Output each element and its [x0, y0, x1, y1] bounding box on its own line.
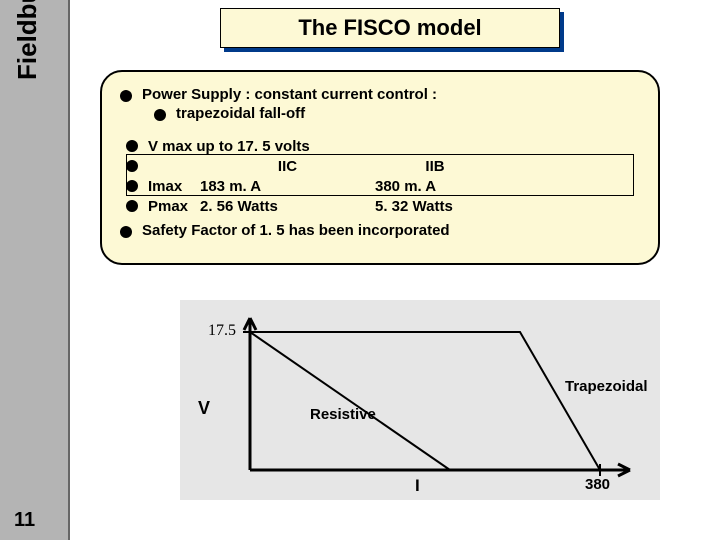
bullet-icon: [154, 109, 166, 121]
trapezoidal-label: Trapezoidal: [565, 378, 648, 395]
bullet-icon: [126, 200, 138, 212]
mtl-logo: MTL: [0, 442, 6, 498]
spec-imax-label: Imax: [148, 178, 200, 195]
bullet-text: Safety Factor of 1. 5 has been incorpora…: [142, 222, 450, 239]
bullet-safety: Safety Factor of 1. 5 has been incorpora…: [120, 222, 640, 239]
bullet-text: trapezoidal fall-off: [176, 105, 305, 122]
spec-table: V max up to 17. 5 volts IIC IIB Imax 183…: [120, 136, 640, 216]
sidebar-vertical-label: Fieldbus: [12, 0, 43, 80]
spec-row-header: IIC IIB: [120, 156, 640, 176]
bullet-trapezoidal: trapezoidal fall-off: [154, 105, 640, 122]
y-axis-label: V: [198, 398, 210, 419]
content-panel: Power Supply : constant current control …: [100, 70, 660, 265]
bullet-icon: [126, 180, 138, 192]
spec-imax-iib: 380 m. A: [375, 178, 495, 195]
x-axis-label: I: [415, 476, 420, 496]
spec-pmax-label: Pmax: [148, 198, 200, 215]
x-tick-label: 380: [585, 476, 610, 493]
spec-row-imax: Imax 183 m. A 380 m. A: [120, 176, 640, 196]
spec-pmax-iib: 5. 32 Watts: [375, 198, 495, 215]
vi-chart-svg: [180, 300, 660, 500]
trapezoidal-line: [250, 332, 600, 470]
spec-vmax: V max up to 17. 5 volts: [148, 138, 310, 155]
resistive-label: Resistive: [310, 406, 376, 423]
sidebar: Fieldbus MTL 11: [0, 0, 70, 540]
spec-imax-iic: 183 m. A: [200, 178, 375, 195]
bullet-icon: [120, 90, 132, 102]
page-number: 11: [14, 509, 35, 532]
y-tick-label: 17.5: [208, 322, 236, 340]
vi-chart: 17.5 V Resistive Trapezoidal I 380: [180, 300, 660, 500]
spec-row-pmax: Pmax 2. 56 Watts 5. 32 Watts: [120, 196, 640, 216]
bullet-text: Power Supply : constant current control …: [142, 86, 437, 103]
spec-row-vmax: V max up to 17. 5 volts: [120, 136, 640, 156]
slide-title: The FISCO model: [220, 8, 560, 48]
spec-head-iib: IIB: [375, 158, 495, 175]
bullet-icon: [120, 226, 132, 238]
resistive-line: [250, 332, 450, 470]
spec-pmax-iic: 2. 56 Watts: [200, 198, 375, 215]
bullet-icon: [126, 140, 138, 152]
bullet-power-supply: Power Supply : constant current control …: [120, 86, 640, 103]
spec-head-iic: IIC: [200, 158, 375, 175]
bullet-icon: [126, 160, 138, 172]
